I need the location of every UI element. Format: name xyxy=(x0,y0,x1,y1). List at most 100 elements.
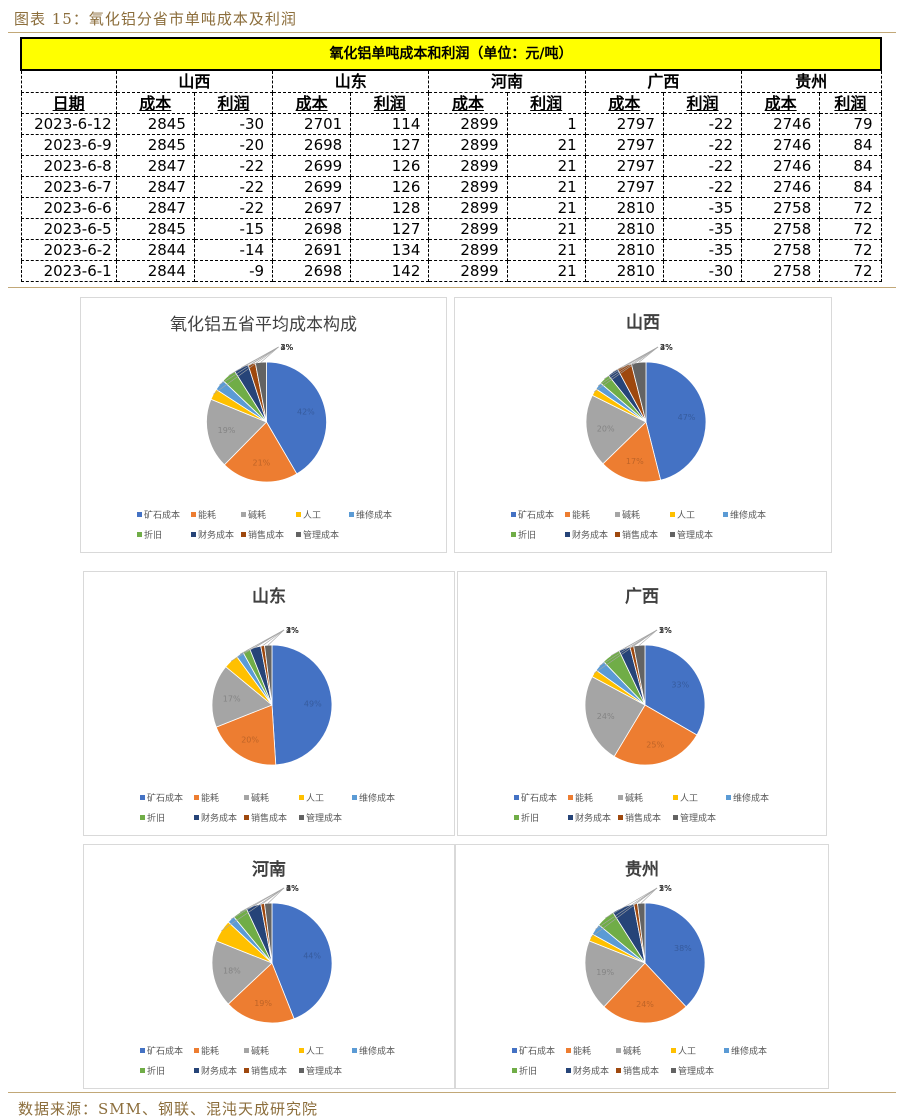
legend-label: 人工 xyxy=(677,510,695,521)
profit-cell: -22 xyxy=(193,197,274,219)
legend-swatch xyxy=(244,1048,249,1053)
legend-swatch xyxy=(673,815,678,820)
legend-swatch xyxy=(140,1068,145,1073)
table-row: 2023-6-5 2845 -15 2698 127 2899 21 2810 -35 2758 7… xyxy=(20,218,882,240)
profit-cell: -22 xyxy=(662,134,743,156)
data-label: 4% xyxy=(660,343,673,352)
legend-swatch xyxy=(671,1068,676,1073)
profit-cell: 72 xyxy=(819,218,882,240)
data-label: 18% xyxy=(223,967,241,976)
legend-label: 人工 xyxy=(306,793,324,804)
leader-line xyxy=(593,346,659,393)
legend-label: 矿石成本 xyxy=(521,792,557,804)
table-row: 2023-6-2 2844 -14 2691 134 2899 21 2810 -35 2758 7… xyxy=(20,239,882,261)
leader-line xyxy=(267,629,285,646)
legend-swatch xyxy=(616,1048,621,1053)
cost-cell: 2899 xyxy=(428,176,508,198)
legend-label: 财务成本 xyxy=(573,1065,609,1077)
table-row: 2023-6-8 2847 -22 2699 126 2899 21 2797 -22 2746 8… xyxy=(20,155,882,177)
pie-slice xyxy=(215,704,277,766)
legend-label: 矿石成本 xyxy=(147,792,183,804)
leader-line xyxy=(262,887,285,904)
caption-rule xyxy=(8,32,896,33)
profit-cell: -9 xyxy=(193,260,274,282)
data-label: 1% xyxy=(286,884,299,893)
legend-label: 人工 xyxy=(303,510,321,521)
pie-slice xyxy=(645,361,707,481)
data-label: 2% xyxy=(286,626,299,635)
legend-label: 财务成本 xyxy=(575,812,611,824)
profit-cell: -30 xyxy=(662,260,743,282)
legend-swatch xyxy=(568,795,573,800)
legend-label: 人工 xyxy=(678,1046,696,1057)
profit-cell: 21 xyxy=(506,197,586,219)
legend-label: 人工 xyxy=(306,1046,324,1057)
cost-cell: 2847 xyxy=(115,197,195,219)
data-label: 1% xyxy=(286,626,299,635)
data-label: 2% xyxy=(660,343,673,352)
profit-cell: 142 xyxy=(350,260,430,282)
data-label: 2% xyxy=(286,626,299,635)
data-label: 4% xyxy=(281,343,294,352)
legend-swatch xyxy=(299,1048,304,1053)
cost-cell: 2899 xyxy=(428,260,508,282)
profit-cell: 21 xyxy=(506,260,586,282)
cost-cell: 2810 xyxy=(584,260,664,282)
legend-swatch xyxy=(670,512,675,517)
legend-swatch xyxy=(241,532,246,537)
legend-label: 管理成本 xyxy=(680,812,716,824)
leader-line xyxy=(241,346,279,368)
profit-cell: 84 xyxy=(819,134,882,156)
cost-cell: 2845 xyxy=(115,134,195,156)
legend-swatch xyxy=(244,795,249,800)
legend-label: 能耗 xyxy=(575,792,593,804)
legend-label: 财务成本 xyxy=(572,529,608,541)
date-cell: 2023-6-9 xyxy=(20,134,117,156)
legend-label: 销售成本 xyxy=(623,1065,659,1077)
profit-header: 利润 xyxy=(662,92,743,114)
chart-panel: 山西 47% 17% 20% 2% 2% 3% 3% 4% 4% 矿石成本 能耗 碱耗 人工 维修成本 折旧财… xyxy=(454,297,832,553)
leader-line xyxy=(595,887,658,930)
profit-header: 利润 xyxy=(506,92,586,114)
legend-swatch xyxy=(511,532,516,537)
legend-swatch xyxy=(140,795,145,800)
profit-cell: 114 xyxy=(350,113,430,135)
leader-line xyxy=(635,887,658,904)
profit-cell: -35 xyxy=(662,218,743,240)
cost-cell: 2758 xyxy=(741,197,821,219)
cost-header: 成本 xyxy=(272,92,352,114)
cost-profit-table: 氧化铝单吨成本和利润（单位：元/吨） 山西 山东 河南 广西 贵州 日期 成本 利润… xyxy=(20,37,882,282)
cost-cell: 2701 xyxy=(272,113,352,135)
profit-cell: 21 xyxy=(506,218,586,240)
data-label: 33% xyxy=(671,681,689,690)
profit-cell: 134 xyxy=(350,239,430,261)
legend-swatch xyxy=(194,1068,199,1073)
legend-swatch xyxy=(512,1048,517,1053)
profit-cell: -22 xyxy=(193,155,274,177)
leader-line xyxy=(639,629,658,646)
legend-swatch xyxy=(673,795,678,800)
profit-cell: -15 xyxy=(193,218,274,240)
legend-label: 能耗 xyxy=(198,509,216,521)
table-row: 2023-6-7 2847 -22 2699 126 2899 21 2797 -22 2746 8… xyxy=(20,176,882,198)
legend-label: 维修成本 xyxy=(356,509,392,521)
data-label: 19% xyxy=(254,999,272,1008)
leader-line xyxy=(605,887,658,919)
cost-cell: 2899 xyxy=(428,197,508,219)
cost-cell: 2810 xyxy=(584,239,664,261)
profit-cell: 126 xyxy=(350,176,430,198)
legend-swatch xyxy=(140,815,145,820)
legend-swatch xyxy=(618,815,623,820)
data-label: 25% xyxy=(646,741,664,750)
date-cell: 2023-6-2 xyxy=(20,239,117,261)
leader-line xyxy=(597,346,659,387)
province-header: 河南 xyxy=(428,69,586,93)
pie-slice xyxy=(211,666,273,728)
leader-line xyxy=(631,629,658,647)
legend-label: 管理成本 xyxy=(306,812,342,824)
cost-header: 成本 xyxy=(741,92,821,114)
cost-cell: 2797 xyxy=(584,155,664,177)
legend-label: 销售成本 xyxy=(625,812,661,824)
profit-cell: 127 xyxy=(350,218,430,240)
